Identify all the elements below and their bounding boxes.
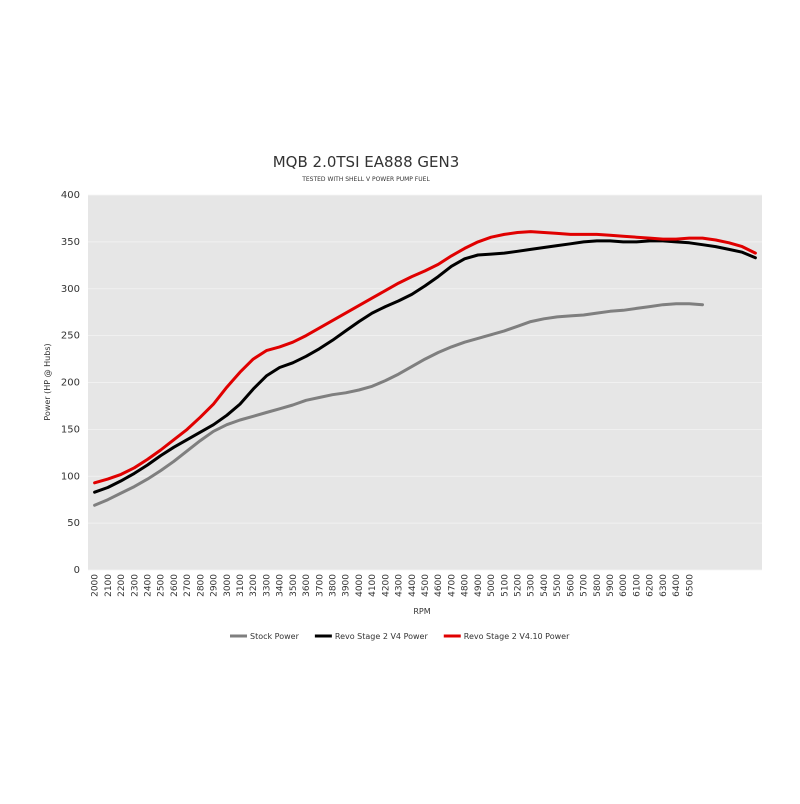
- x-tick-label: 5100: [500, 574, 510, 597]
- y-tick-label: 300: [61, 284, 80, 295]
- x-tick-label: 6200: [646, 574, 656, 597]
- y-tick-label: 150: [61, 424, 80, 435]
- x-tick-label: 3600: [302, 574, 312, 597]
- x-tick-label: 4500: [421, 574, 431, 597]
- x-tick-label: 5600: [566, 574, 576, 597]
- x-tick-label: 2900: [210, 574, 220, 597]
- x-tick-label: 2000: [91, 574, 101, 597]
- series-line: [93, 230, 757, 485]
- x-tick-label: 4900: [474, 574, 484, 597]
- x-tick-label: 4300: [395, 574, 405, 597]
- y-tick-label: 50: [67, 518, 80, 529]
- x-tick-label: 5300: [527, 574, 537, 597]
- y-tick-label: 400: [61, 190, 80, 201]
- x-tick-label: 3900: [342, 574, 352, 597]
- x-tick-label: 5900: [606, 574, 616, 597]
- x-tick-label: 4000: [355, 574, 365, 597]
- x-tick-label: 5400: [540, 574, 550, 597]
- y-tick-label: 100: [61, 471, 80, 482]
- x-tick-label: 5200: [514, 574, 524, 597]
- y-tick-label: 0: [74, 565, 80, 576]
- x-tick-label: 6300: [659, 574, 669, 597]
- x-tick-label: 6100: [632, 574, 642, 597]
- x-tick-label: 3000: [223, 574, 233, 597]
- legend-label: Revo Stage 2 V4 Power: [335, 632, 429, 641]
- x-tick-label: 6400: [672, 574, 682, 597]
- x-tick-label: 4200: [381, 574, 391, 597]
- series-line: [93, 239, 757, 494]
- x-tick-label: 3800: [328, 574, 338, 597]
- y-tick-label: 350: [61, 237, 80, 248]
- x-tick-label: 4600: [434, 574, 444, 597]
- y-axis-label: Power (HP @ Hubs): [43, 343, 52, 420]
- x-tick-label: 3500: [289, 574, 299, 597]
- x-tick-label: 3300: [262, 574, 272, 597]
- x-tick-label: 2600: [170, 574, 180, 597]
- x-tick-label: 5800: [593, 574, 603, 597]
- x-tick-label: 4400: [408, 574, 418, 597]
- series-line: [93, 302, 704, 507]
- x-tick-label: 2100: [104, 574, 114, 597]
- x-tick-label: 5500: [553, 574, 563, 597]
- x-tick-label: 4800: [461, 574, 471, 597]
- x-tick-label: 4700: [447, 574, 457, 597]
- chart-subtitle: TESTED WITH SHELL V POWER PUMP FUEL: [301, 176, 430, 183]
- x-tick-label: 6500: [685, 574, 695, 597]
- y-tick-label: 250: [61, 331, 80, 342]
- legend-label: Revo Stage 2 V4.10 Power: [464, 632, 570, 641]
- x-tick-label: 2500: [157, 574, 167, 597]
- x-tick-label: 2700: [183, 574, 193, 597]
- x-tick-label: 6000: [619, 574, 629, 597]
- x-tick-label: 5000: [487, 574, 497, 597]
- x-tick-label: 3100: [236, 574, 246, 597]
- chart-title: MQB 2.0TSI EA888 GEN3: [273, 153, 460, 171]
- x-tick-label: 3200: [249, 574, 259, 597]
- x-axis-label: RPM: [413, 607, 430, 616]
- x-tick-label: 2800: [196, 574, 206, 597]
- x-tick-label: 3700: [315, 574, 325, 597]
- x-tick-label: 5700: [580, 574, 590, 597]
- x-tick-label: 4100: [368, 574, 378, 597]
- y-tick-label: 200: [61, 378, 80, 389]
- x-tick-label: 3400: [276, 574, 286, 597]
- legend-label: Stock Power: [250, 632, 300, 641]
- x-tick-label: 2300: [130, 574, 140, 597]
- x-tick-label: 2400: [143, 574, 153, 597]
- x-tick-label: 2200: [117, 574, 127, 597]
